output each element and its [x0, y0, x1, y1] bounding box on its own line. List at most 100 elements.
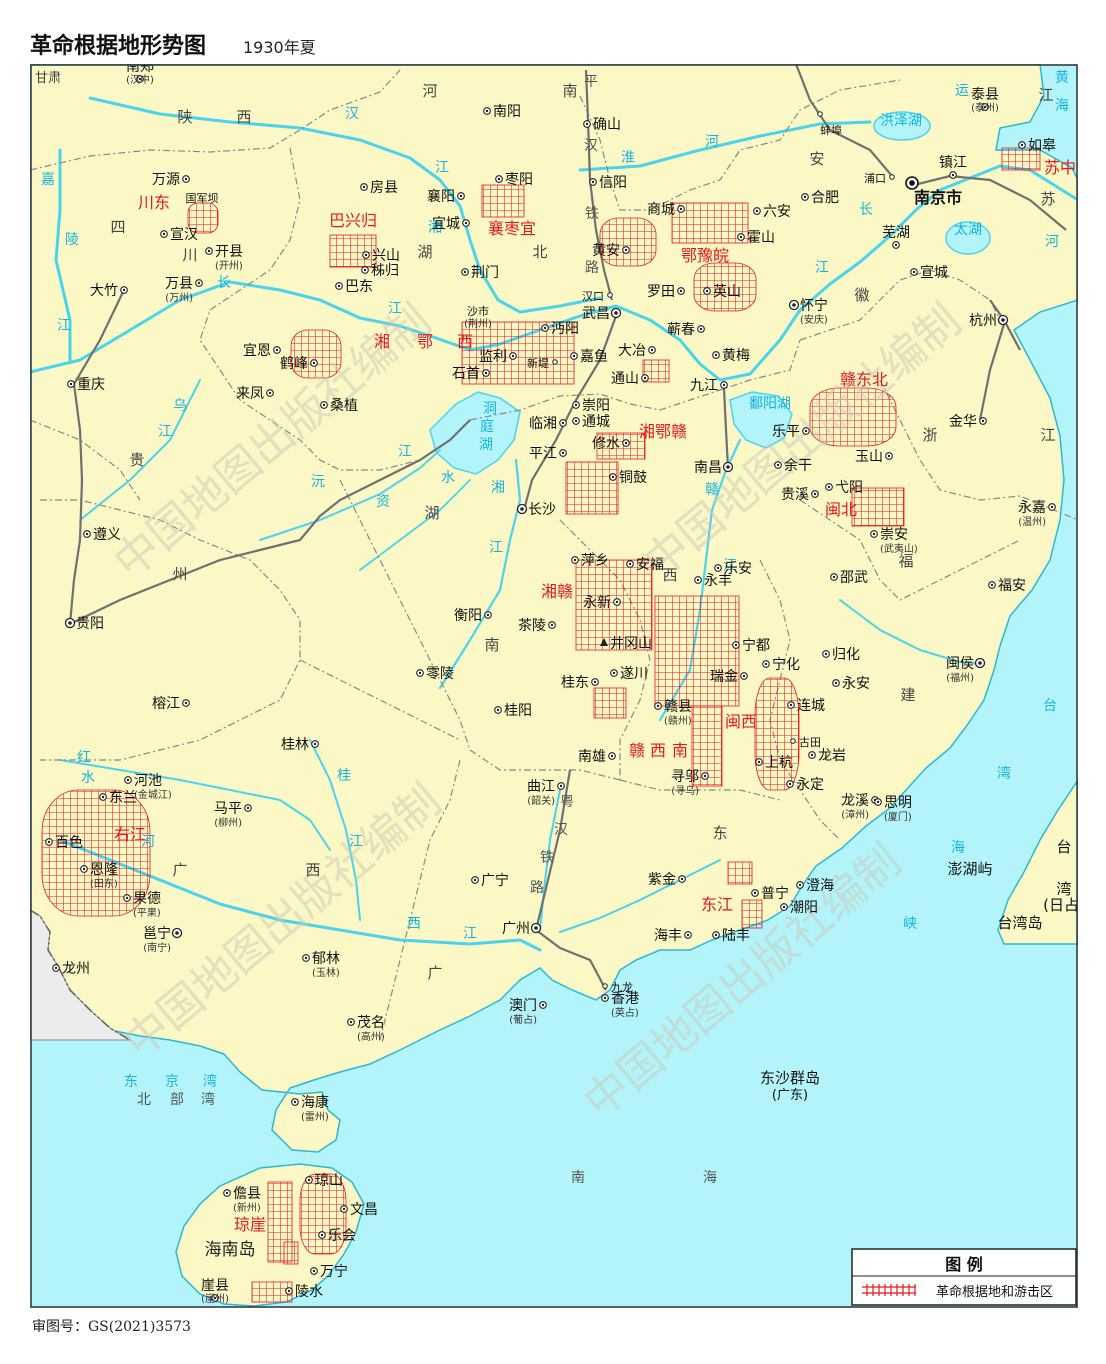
city-marker: 文昌 [340, 1202, 378, 1218]
han-river [88, 96, 602, 314]
city-marker: 普宁 [751, 885, 789, 902]
city-marker: 闽侯(福州) [946, 656, 986, 684]
railways [68, 64, 1067, 991]
water-label: 江 [158, 424, 172, 440]
city-label: 荆门 [471, 265, 499, 281]
city-marker: 万源 [152, 172, 190, 188]
city-marker: 乐平 [772, 424, 810, 440]
city-label: 英山 [713, 283, 741, 300]
city-old-name: (开州) [215, 260, 243, 272]
dong-river [559, 859, 721, 933]
city-marker: 怀宁(安庆) [788, 297, 828, 326]
region-label: 苏 [1040, 190, 1055, 208]
city-marker: 沔阳 [541, 321, 579, 337]
city-marker: 秭归 [361, 262, 399, 279]
region-label: 广 [427, 964, 442, 982]
city-label: 崇安 [880, 527, 908, 543]
water-label: 河 [141, 834, 155, 850]
city-label: 儋县 [233, 1186, 261, 1202]
city-label: 石首 [452, 366, 480, 382]
city-label: 香港 [611, 991, 639, 1007]
city-marker: 南京市 [905, 176, 962, 207]
city-marker: 古田 [790, 736, 821, 749]
map-frame [30, 64, 1078, 1308]
city-marker: 九江 [690, 378, 728, 394]
sea-label: 汉 [584, 138, 598, 154]
city-old-name: (金城江) [134, 788, 172, 801]
city-label: 龙溪 [841, 793, 869, 809]
city-old-name: (田东) [90, 877, 118, 890]
city-marker: 开县(开州) [205, 244, 243, 272]
city-label: 武昌 [582, 306, 610, 322]
city-old-name: (新州) [233, 1201, 261, 1214]
water-label: 淮 [621, 150, 635, 166]
town-label: 国军坝 [186, 191, 219, 205]
jinpu-railway [794, 64, 893, 177]
city-label: 重庆 [77, 377, 105, 393]
city-marker: 邵武 [830, 570, 868, 586]
city-old-name: (葡占) [509, 1013, 537, 1026]
city-marker: 儋县(新州) [223, 1186, 261, 1214]
city-marker: 南昌 [694, 460, 734, 476]
city-marker: 长沙 [516, 502, 556, 518]
city-marker: 确山 [583, 117, 621, 133]
water-label: 红 [77, 750, 91, 766]
city-marker: 安福 [626, 557, 664, 573]
city-marker: 南阳 [483, 104, 521, 120]
city-label: 永新 [583, 595, 611, 611]
region-label: 湖 [424, 504, 439, 522]
city-label: 玉山 [855, 449, 883, 465]
city-label: 茂名 [357, 1014, 385, 1031]
island-label: 澎湖屿 [947, 860, 992, 878]
city-label: 余干 [784, 457, 812, 474]
city-marker: 新堤 [527, 356, 558, 370]
city-label: 崖县 [201, 1278, 229, 1294]
legend-item-label: 革命根据地和游击区 [936, 1284, 1053, 1300]
base-area [290, 329, 342, 379]
region-label: 建 [900, 686, 915, 704]
city-label: 澳门 [509, 998, 537, 1014]
city-marker: 宁都 [732, 637, 770, 654]
water-label: 湾 [203, 1073, 217, 1090]
island-label: 湾 [1056, 880, 1071, 898]
city-marker: 龙州 [52, 961, 90, 977]
city-marker: 琼山 [305, 1173, 343, 1189]
city-marker: 贵阳 [64, 616, 104, 632]
yuan-river [259, 449, 441, 541]
city-label: 安福 [636, 557, 664, 573]
city-marker: 玉山 [855, 449, 893, 465]
city-marker: 东兰 [99, 790, 137, 806]
base-label: 琼崖 [234, 1215, 266, 1234]
national-border [30, 909, 131, 1041]
city-label: 郁林 [312, 951, 340, 967]
provincial-borders [30, 69, 1078, 1041]
water-label: 江 [388, 301, 402, 317]
city-marker: 瑞金 [710, 669, 748, 685]
region-label: 西 [662, 566, 677, 584]
city-marker: 思明(厦门) [874, 795, 912, 823]
city-label: 来凤 [236, 386, 264, 402]
city-label: 陆丰 [722, 928, 750, 944]
city-marker: 鹤峰 [280, 356, 318, 372]
water-label: 江 [349, 834, 363, 850]
water-label: 赣 [705, 482, 719, 498]
city-marker: 陆丰 [712, 928, 750, 944]
region-label: 西 [305, 861, 320, 879]
pinghan-railway [584, 69, 614, 301]
base-area [754, 677, 800, 791]
city-marker: 临湘 [529, 416, 567, 432]
city-marker: 马平(柳州) [214, 801, 252, 829]
city-label: 南阳 [493, 104, 521, 120]
base-area [693, 262, 757, 312]
region-label: 安 [809, 150, 824, 168]
city-label: 南昌 [694, 460, 722, 476]
water-label: 河 [705, 134, 719, 150]
city-label: 永安 [842, 676, 870, 692]
city-label: 浦口 [864, 172, 886, 185]
water-label: 汉 [345, 106, 359, 122]
water-label: 沅 [311, 474, 325, 490]
sea-label: 平 [584, 74, 598, 90]
water-label: 湖 [479, 437, 493, 453]
city-label: 海康 [301, 1094, 329, 1111]
city-marker: 南雄 [578, 749, 616, 765]
